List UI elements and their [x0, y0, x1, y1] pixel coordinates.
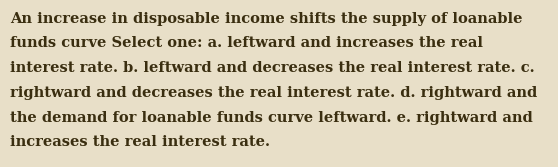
Text: rightward and decreases the real interest rate. d. rightward and: rightward and decreases the real interes…	[10, 86, 537, 100]
Text: funds curve Select one: a. leftward and increases the real: funds curve Select one: a. leftward and …	[10, 36, 483, 50]
Text: An increase in disposable income shifts the supply of loanable: An increase in disposable income shifts …	[10, 12, 522, 26]
Text: increases the real interest rate.: increases the real interest rate.	[10, 135, 270, 149]
Text: interest rate. b. leftward and decreases the real interest rate. c.: interest rate. b. leftward and decreases…	[10, 61, 535, 75]
Text: the demand for loanable funds curve leftward. e. rightward and: the demand for loanable funds curve left…	[10, 111, 533, 125]
